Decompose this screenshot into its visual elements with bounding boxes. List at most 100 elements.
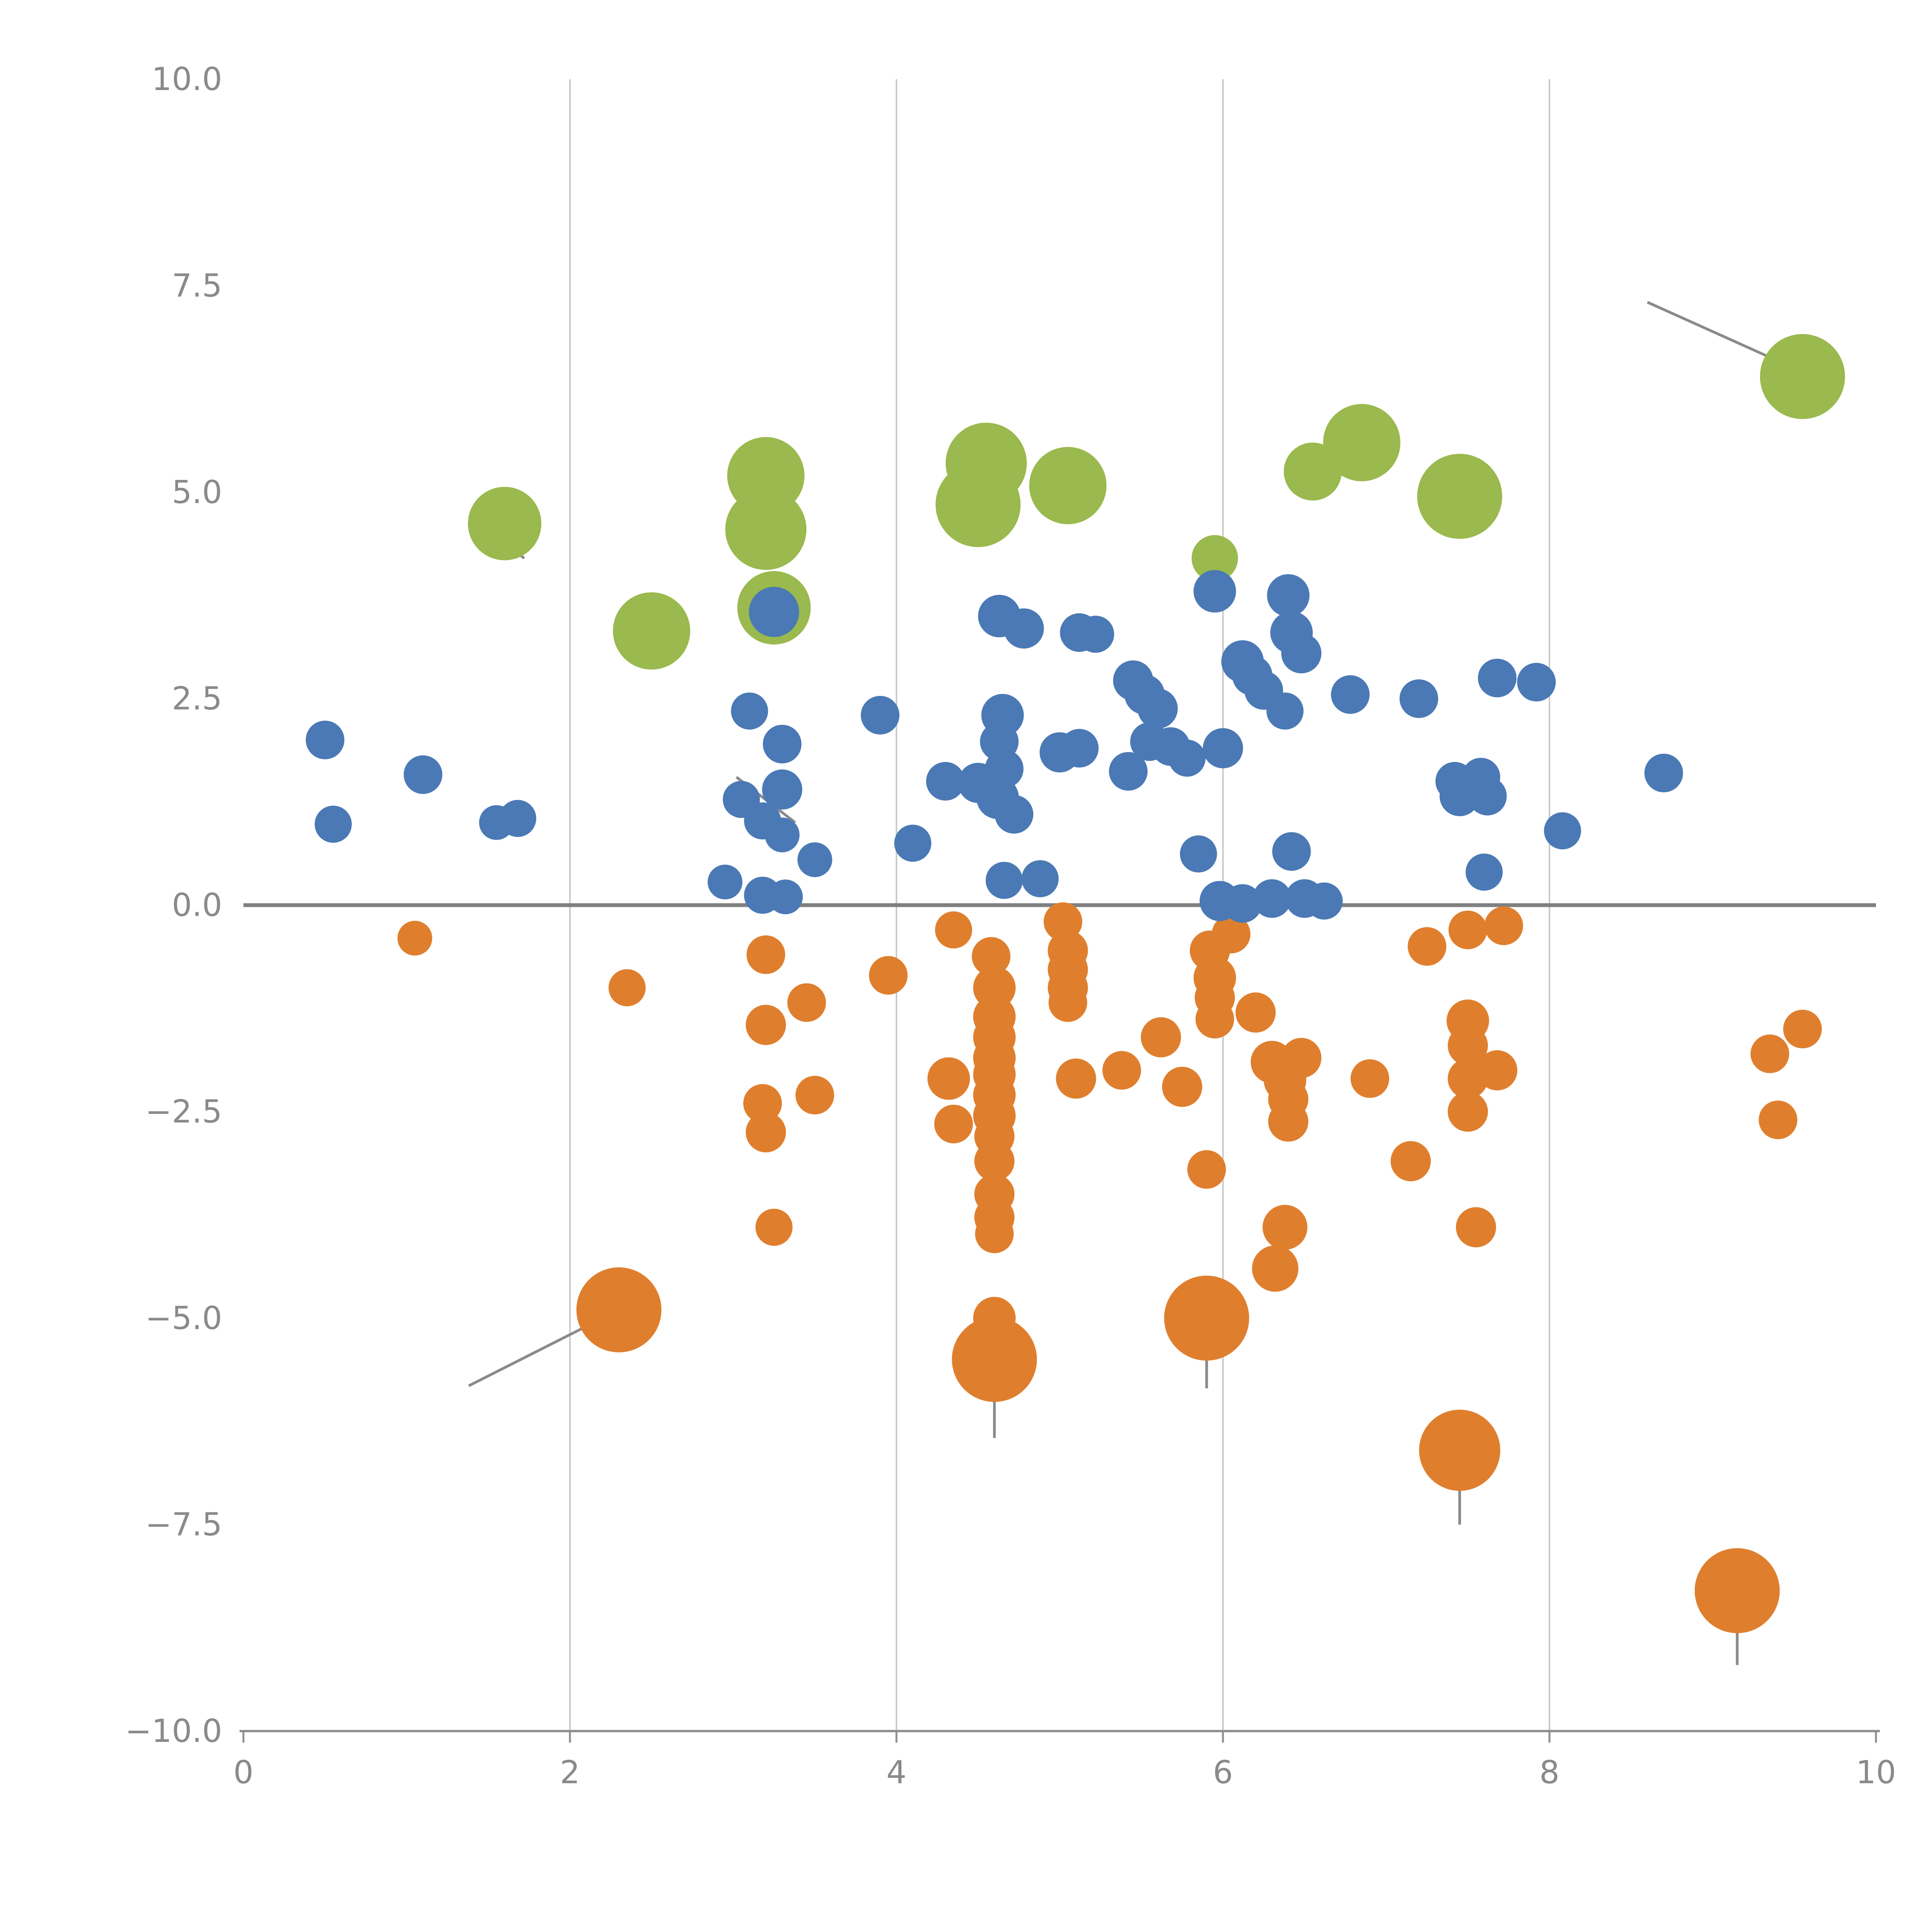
blue-series-point bbox=[1644, 753, 1683, 793]
orange-series-point bbox=[746, 1005, 786, 1045]
blue-series-point bbox=[1266, 692, 1304, 730]
blue-series-point bbox=[985, 749, 1024, 788]
orange-series-point bbox=[1456, 1207, 1496, 1248]
green-series-point bbox=[935, 462, 1021, 547]
blue-series-point bbox=[1109, 752, 1148, 791]
green-series-point bbox=[725, 488, 806, 570]
orange-series-point bbox=[1162, 1066, 1202, 1107]
orange-series-point bbox=[972, 937, 1011, 976]
orange-series-point bbox=[934, 1104, 973, 1143]
orange-series-point bbox=[1281, 1037, 1321, 1078]
y-tick-label: −7.5 bbox=[145, 1507, 222, 1543]
blue-series-point bbox=[1138, 688, 1178, 729]
blue-series-point bbox=[926, 762, 965, 801]
blue-series-point bbox=[768, 879, 803, 915]
y-tick-label: 10.0 bbox=[151, 61, 222, 98]
blue-series-point bbox=[749, 587, 799, 637]
orange-series-point bbox=[1477, 1050, 1517, 1090]
orange-series-point bbox=[576, 1267, 662, 1352]
blue-series-point bbox=[1272, 832, 1311, 871]
orange-series-point bbox=[975, 1214, 1014, 1253]
blue-series-point bbox=[985, 862, 1023, 899]
orange-series-point bbox=[1750, 1034, 1789, 1073]
blue-series-point bbox=[861, 696, 900, 735]
y-tick-label: 2.5 bbox=[172, 680, 222, 717]
green-series-point bbox=[1417, 454, 1502, 539]
y-tick-label: 0.0 bbox=[172, 887, 222, 924]
y-tick-label: −2.5 bbox=[145, 1094, 222, 1130]
orange-series-point bbox=[1783, 1010, 1822, 1049]
blue-series-point bbox=[1468, 777, 1507, 816]
orange-series-point bbox=[1187, 1150, 1226, 1189]
blue-series-point bbox=[1223, 884, 1262, 923]
blue-series-point bbox=[1400, 679, 1438, 718]
blue-series-point bbox=[1203, 728, 1243, 769]
x-tick-label: 4 bbox=[886, 1754, 906, 1791]
orange-series-point bbox=[974, 1141, 1015, 1182]
orange-series-point bbox=[1759, 1100, 1798, 1139]
orange-series-point bbox=[787, 983, 826, 1022]
orange-series-point bbox=[746, 1112, 786, 1153]
blue-series-point bbox=[1466, 854, 1503, 891]
y-tick-label: 7.5 bbox=[172, 267, 222, 304]
x-tick-label: 10 bbox=[1856, 1754, 1896, 1791]
blue-series-point bbox=[731, 692, 768, 730]
orange-series-point bbox=[1141, 1017, 1181, 1058]
blue-series-point bbox=[1168, 740, 1206, 777]
x-tick-label: 0 bbox=[233, 1754, 253, 1791]
blue-series-point bbox=[1193, 570, 1236, 613]
green-series-point bbox=[1760, 334, 1845, 419]
blue-series-point bbox=[765, 817, 800, 852]
blue-series-point bbox=[1478, 658, 1517, 697]
x-tick-label: 8 bbox=[1539, 1754, 1560, 1791]
blue-series-point bbox=[1267, 574, 1310, 617]
orange-series-point bbox=[608, 969, 646, 1007]
orange-series-point bbox=[927, 1057, 970, 1100]
orange-series-point bbox=[1390, 1141, 1431, 1182]
y-tick-label: −5.0 bbox=[145, 1300, 222, 1337]
x-tick-label: 2 bbox=[560, 1754, 580, 1791]
orange-series-point bbox=[743, 1084, 782, 1123]
orange-series-point bbox=[1447, 1091, 1488, 1132]
orange-series-point bbox=[1195, 1000, 1234, 1039]
orange-series-point bbox=[1419, 1410, 1500, 1491]
orange-series-point bbox=[1235, 992, 1276, 1033]
blue-series-point bbox=[707, 864, 743, 900]
green-series-point bbox=[1191, 535, 1238, 582]
blue-series-point bbox=[1077, 616, 1114, 653]
blue-series-point bbox=[762, 769, 803, 810]
blue-series-point bbox=[1180, 835, 1217, 872]
orange-series-point bbox=[1262, 1205, 1308, 1250]
orange-series-point bbox=[1268, 1101, 1308, 1142]
blue-series-point bbox=[315, 806, 352, 843]
y-tick-label: −10.0 bbox=[125, 1713, 222, 1750]
green-series-point bbox=[468, 486, 541, 560]
blue-series-point bbox=[1544, 812, 1581, 850]
blue-series-point bbox=[499, 800, 536, 837]
y-tick-label: 5.0 bbox=[172, 474, 222, 511]
orange-series-point bbox=[755, 1209, 793, 1246]
orange-series-point bbox=[952, 1317, 1037, 1402]
orange-series-point bbox=[747, 935, 785, 974]
orange-series-point bbox=[1408, 927, 1447, 966]
green-series-point bbox=[613, 592, 690, 670]
blue-series-point bbox=[797, 842, 832, 877]
orange-series-point bbox=[1447, 1025, 1488, 1066]
orange-series-point bbox=[1484, 906, 1523, 945]
orange-series-point bbox=[1212, 915, 1251, 954]
blue-series-point bbox=[894, 825, 932, 862]
orange-series-point bbox=[1056, 1058, 1096, 1099]
blue-series-point bbox=[1281, 633, 1321, 673]
blue-series-point bbox=[1060, 729, 1099, 768]
orange-series-point bbox=[1694, 1548, 1780, 1633]
orange-series-point bbox=[1048, 983, 1087, 1022]
orange-series-point bbox=[1102, 1051, 1141, 1090]
orange-series-point bbox=[1252, 1245, 1299, 1292]
blue-series-point bbox=[1252, 879, 1291, 918]
orange-series-point bbox=[1164, 1276, 1249, 1361]
blue-series-point bbox=[995, 795, 1034, 834]
orange-series-point bbox=[869, 956, 908, 995]
green-series-point bbox=[1029, 447, 1107, 524]
